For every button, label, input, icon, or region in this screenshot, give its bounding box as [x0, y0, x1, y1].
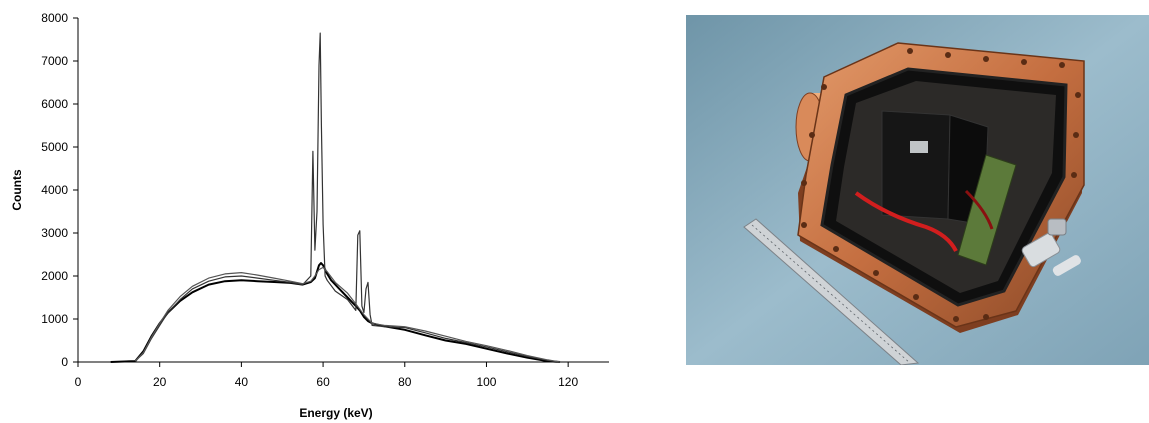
- spectrum-series-2: [134, 32, 561, 363]
- y-tick-label: 7000: [41, 54, 68, 68]
- x-tick-label: 120: [558, 375, 578, 389]
- y-axis-title: Counts: [10, 169, 24, 211]
- detector-photo: [686, 15, 1149, 365]
- x-tick-label: 40: [235, 375, 249, 389]
- spectrum-series-3: [134, 266, 561, 363]
- x-tick-label: 100: [476, 375, 496, 389]
- y-tick-label: 4000: [41, 183, 68, 197]
- spectrum-chart: 0 20 40 60 80 100 120 0 1000 2000 3000 4000 5000 6000…: [10, 11, 609, 420]
- y-tick-label: 1000: [41, 312, 68, 326]
- y-tick-label: 5000: [41, 140, 68, 154]
- spectrum-series-1: [110, 262, 561, 363]
- connectors: [1021, 218, 1081, 276]
- chart-axes: [77, 18, 609, 363]
- y-tick-label: 0: [61, 355, 68, 369]
- copper-box: [797, 42, 1085, 333]
- y-tick-label: 2000: [41, 269, 68, 283]
- x-tick-label: 60: [316, 375, 330, 389]
- x-axis-title: Energy (keV): [299, 406, 372, 420]
- y-tick-label: 6000: [41, 97, 68, 111]
- chart-ticks: 0 20 40 60 80 100 120 0 1000 2000 3000 4000 5000 6000…: [41, 11, 578, 389]
- x-tick-label: 20: [153, 375, 167, 389]
- y-tick-label: 8000: [41, 11, 68, 25]
- y-tick-label: 3000: [41, 226, 68, 240]
- x-tick-label: 80: [398, 375, 412, 389]
- x-tick-label: 0: [75, 375, 82, 389]
- chart-series: [110, 32, 561, 363]
- ruler: [743, 218, 920, 365]
